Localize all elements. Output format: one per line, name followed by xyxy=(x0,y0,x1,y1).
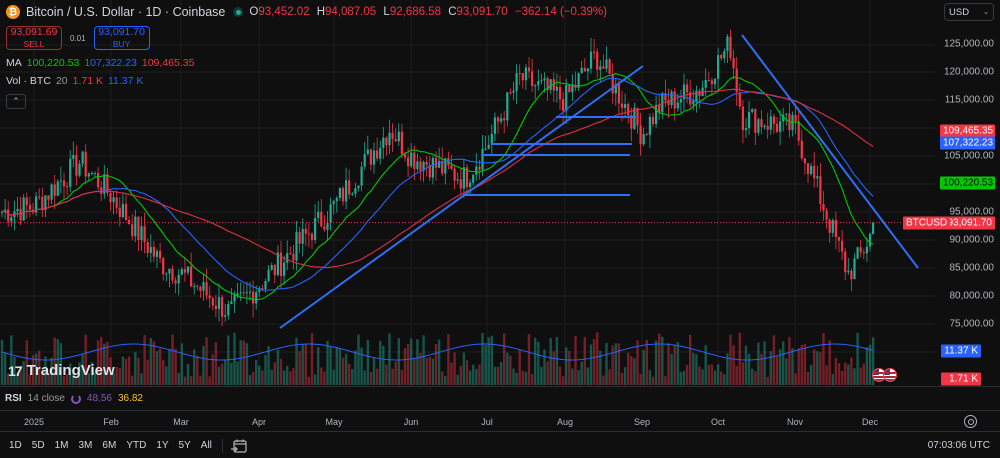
bitcoin-logo-icon: ₿ xyxy=(6,5,20,19)
price-axis-label: 95,000.00 xyxy=(949,206,995,218)
time-axis-label: Jul xyxy=(481,417,493,427)
buy-label: BUY xyxy=(112,39,131,49)
high-value: 94,087.05 xyxy=(325,6,377,18)
rsi-params: 14 close xyxy=(27,393,65,404)
price-axis-label: 105,000.00 xyxy=(943,150,994,162)
sell-label: SELL xyxy=(23,39,45,49)
time-axis-label: Nov xyxy=(786,417,804,427)
ma-slow-value: 109,465.35 xyxy=(141,57,195,69)
settings-gear-icon[interactable] xyxy=(964,415,977,428)
ma-name: MA xyxy=(6,57,22,69)
price-axis-label: 125,000.00 xyxy=(943,38,994,50)
collapse-legend-button[interactable]: ⌃ xyxy=(6,94,26,109)
watermark-text: TradingView xyxy=(26,362,115,379)
sell-button[interactable]: 93,091.69 SELL xyxy=(6,26,62,50)
vol-ma-value: 11.37 K xyxy=(107,75,144,87)
utc-clock[interactable]: 07:03:06 UTC xyxy=(927,440,990,451)
sell-price: 93,091.69 xyxy=(10,26,58,38)
price-axis-label: 75,000.00 xyxy=(949,318,995,330)
ohlc-values: O93,452.02 H94,087.05 L92,686.58 C93,091… xyxy=(249,6,611,18)
time-axis-label: 2025 xyxy=(23,417,45,427)
ma-fast-tag: 100,220.53 xyxy=(940,176,995,190)
trade-buttons: 93,091.69 SELL 0.01 93,091.70 BUY xyxy=(6,26,611,50)
time-axis-label: Apr xyxy=(251,417,267,427)
time-axis-label: May xyxy=(325,417,343,427)
price-axis-label: 120,000.00 xyxy=(943,66,994,78)
currency-value: USD xyxy=(949,6,970,18)
toolbar-separator xyxy=(221,438,223,453)
vol-length: 20 xyxy=(55,75,68,87)
ma-fast-value: 100,220.53 xyxy=(26,57,80,69)
rsi-legend[interactable]: RSI 14 close 48.56 36.82 xyxy=(5,393,143,404)
spread-value: 0.01 xyxy=(70,33,86,43)
time-axis-label: Aug xyxy=(556,417,574,427)
last-price-tag: 93,091.70 xyxy=(940,216,995,230)
vol-value: 1.71 K xyxy=(72,75,103,87)
close-label: C xyxy=(448,6,457,18)
time-axis-label: Mar xyxy=(173,417,189,427)
range-buttons: 1D 5D 1M 3M 6M YTD 1Y 5Y All xyxy=(0,440,212,451)
rsi-ma-value: 36.82 xyxy=(117,393,143,404)
rsi-value: 48.56 xyxy=(86,393,112,404)
buy-button[interactable]: 93,091.70 BUY xyxy=(93,26,150,50)
price-axis-label: 90,000.00 xyxy=(949,234,995,246)
range-button-3m[interactable]: 3M xyxy=(78,440,93,451)
range-button-all[interactable]: All xyxy=(200,440,212,451)
loading-icon xyxy=(70,393,81,404)
open-value: 93,452.02 xyxy=(258,6,310,18)
buy-price: 93,091.70 xyxy=(98,26,145,38)
ma-mid-tag: 107,322.23 xyxy=(940,136,995,150)
rsi-name: RSI xyxy=(5,393,22,404)
low-value: 92,686.58 xyxy=(389,6,441,18)
go-to-date-calendar-icon[interactable] xyxy=(230,439,247,453)
close-value: 93,091.70 xyxy=(456,6,508,18)
tradingview-logo-icon: 17 xyxy=(8,362,23,379)
range-button-5y[interactable]: 5Y xyxy=(178,440,191,451)
range-button-1y[interactable]: 1Y xyxy=(156,440,169,451)
range-button-5d[interactable]: 5D xyxy=(31,440,45,451)
open-label: O xyxy=(249,6,259,18)
price-change: −362.14 (−0.39%) xyxy=(514,6,607,18)
chevron-up-icon: ⌃ xyxy=(12,96,20,106)
range-button-6m[interactable]: 6M xyxy=(102,440,117,451)
volume-indicator-legend[interactable]: Vol · BTC 20 1.71 K 11.37 K xyxy=(6,75,611,87)
symbol-title[interactable]: Bitcoin / U.S. Dollar · 1D · Coinbase xyxy=(26,5,226,19)
low-label: L xyxy=(383,6,390,18)
currency-select[interactable]: USD ⌄ xyxy=(944,3,994,21)
market-open-icon xyxy=(233,7,244,17)
chevron-down-icon: ⌄ xyxy=(983,9,989,16)
time-axis-label: Jun xyxy=(403,417,419,427)
time-axis-label: Feb xyxy=(103,417,119,427)
ma-slow-tag: 109,465.35 xyxy=(940,124,995,138)
vol-tag: 1.71 K xyxy=(941,372,981,386)
high-label: H xyxy=(316,6,326,18)
price-axis-label: 115,000.00 xyxy=(944,94,994,106)
time-axis-label: Oct xyxy=(710,417,726,427)
price-axis-label: 80,000.00 xyxy=(949,290,995,302)
tradingview-watermark: 17 TradingView xyxy=(8,362,115,379)
time-axis-label: Sep xyxy=(633,417,651,427)
price-axis-label: 85,000.00 xyxy=(949,262,995,274)
chart-legend: ₿ Bitcoin / U.S. Dollar · 1D · Coinbase … xyxy=(6,4,611,109)
time-axis-label: Dec xyxy=(861,417,879,427)
ma-indicator-legend[interactable]: MA 100,220.53 107,322.23 109,465.35 xyxy=(6,57,611,69)
vol-name: Vol · BTC xyxy=(6,75,51,87)
range-button-1m[interactable]: 1M xyxy=(54,440,69,451)
vol-ma-tag: 11.37 K xyxy=(941,344,981,358)
symbol-row: ₿ Bitcoin / U.S. Dollar · 1D · Coinbase … xyxy=(6,4,611,20)
range-button-ytd[interactable]: YTD xyxy=(126,440,147,451)
bottom-toolbar: 1D 5D 1M 3M 6M YTD 1Y 5Y All 07:03:06 UTC xyxy=(0,433,1000,458)
time-axis-divider xyxy=(0,410,1000,411)
us-flag-event-icon[interactable] xyxy=(883,368,897,382)
bottom-bar-divider xyxy=(0,431,1000,432)
pane-divider[interactable] xyxy=(0,386,1000,387)
range-button-1d[interactable]: 1D xyxy=(9,440,22,451)
symbol-tag: BTCUSD xyxy=(903,216,951,230)
ma-mid-value: 107,322.23 xyxy=(84,57,137,69)
